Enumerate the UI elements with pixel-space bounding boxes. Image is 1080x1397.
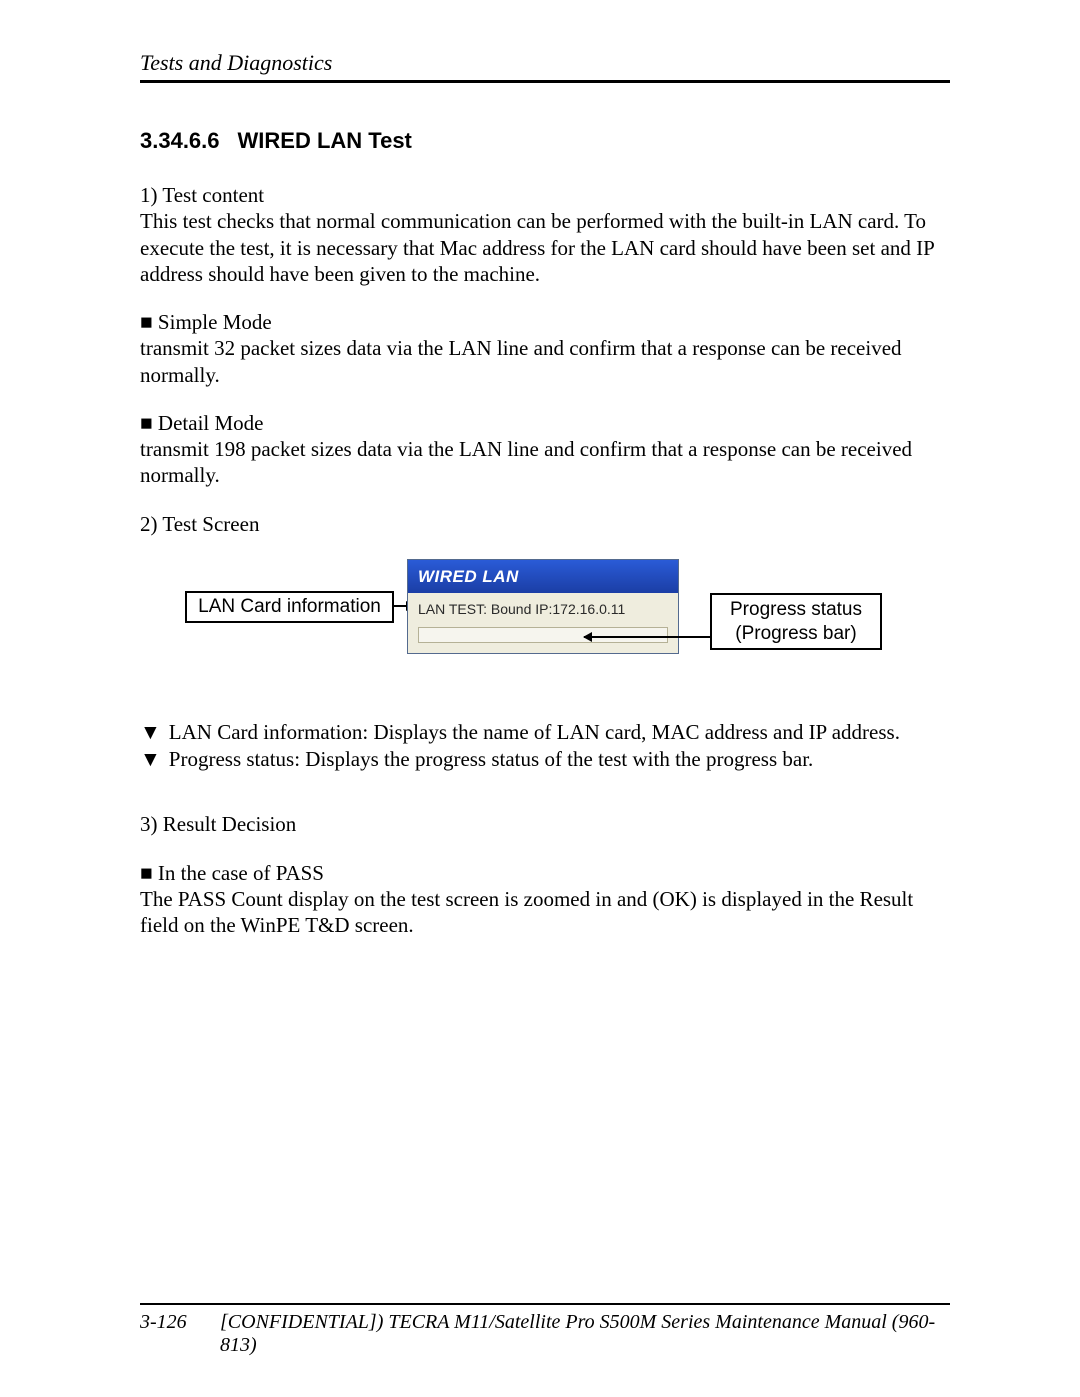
- simple-mode-text: transmit 32 packet sizes data via the LA…: [140, 335, 950, 388]
- page-number: 3-126: [140, 1311, 220, 1357]
- detail-mode-text: transmit 198 packet sizes data via the L…: [140, 436, 950, 489]
- running-header: Tests and Diagnostics: [140, 50, 950, 83]
- test-content-text: This test checks that normal communicati…: [140, 208, 950, 287]
- progress-status-line1: Progress status: [716, 598, 876, 622]
- tri-item-1: LAN Card information: Displays the name …: [169, 720, 900, 744]
- document-page: Tests and Diagnostics 3.34.6.6 WIRED LAN …: [0, 0, 1080, 1397]
- triangle-bullet-list: ▼ LAN Card information: Displays the name…: [140, 719, 950, 774]
- test-screen-label: 2) Test Screen: [140, 511, 950, 537]
- progress-status-box: Progress status (Progress bar): [710, 593, 882, 651]
- footer-title: [CONFIDENTIAL]) TECRA M11/Satellite Pro …: [220, 1311, 950, 1357]
- lan-test-text: LAN TEST: Bound IP:172.16.0.11: [418, 601, 668, 619]
- wired-lan-titlebar: WIRED LAN: [408, 560, 678, 593]
- wired-lan-window: WIRED LAN LAN TEST: Bound IP:172.16.0.11: [407, 559, 679, 654]
- progress-status-line2: (Progress bar): [716, 622, 876, 646]
- simple-mode-label: ■ Simple Mode: [140, 309, 950, 335]
- section-title: WIRED LAN Test: [238, 128, 412, 153]
- triangle-bullet-icon: ▼: [140, 746, 161, 773]
- arrow-to-progress-icon: [584, 636, 710, 638]
- pass-case-label: ■ In the case of PASS: [140, 860, 950, 886]
- page-footer: 3-126 [CONFIDENTIAL]) TECRA M11/Satellit…: [140, 1303, 950, 1357]
- progress-bar: [418, 627, 668, 643]
- test-screen-diagram: LAN Card information WIRED LAN LAN TEST:…: [140, 559, 950, 689]
- lan-card-info-box: LAN Card information: [185, 591, 394, 623]
- detail-mode-label: ■ Detail Mode: [140, 410, 950, 436]
- result-decision-label: 3) Result Decision: [140, 811, 950, 837]
- triangle-bullet-icon: ▼: [140, 719, 161, 746]
- wired-lan-body: LAN TEST: Bound IP:172.16.0.11: [408, 593, 678, 653]
- pass-case-text: The PASS Count display on the test scree…: [140, 886, 950, 939]
- section-heading: 3.34.6.6 WIRED LAN Test: [140, 128, 950, 154]
- tri-item-2: Progress status: Displays the progress s…: [169, 747, 814, 771]
- test-content-label: 1) Test content: [140, 182, 950, 208]
- section-number: 3.34.6.6: [140, 128, 220, 153]
